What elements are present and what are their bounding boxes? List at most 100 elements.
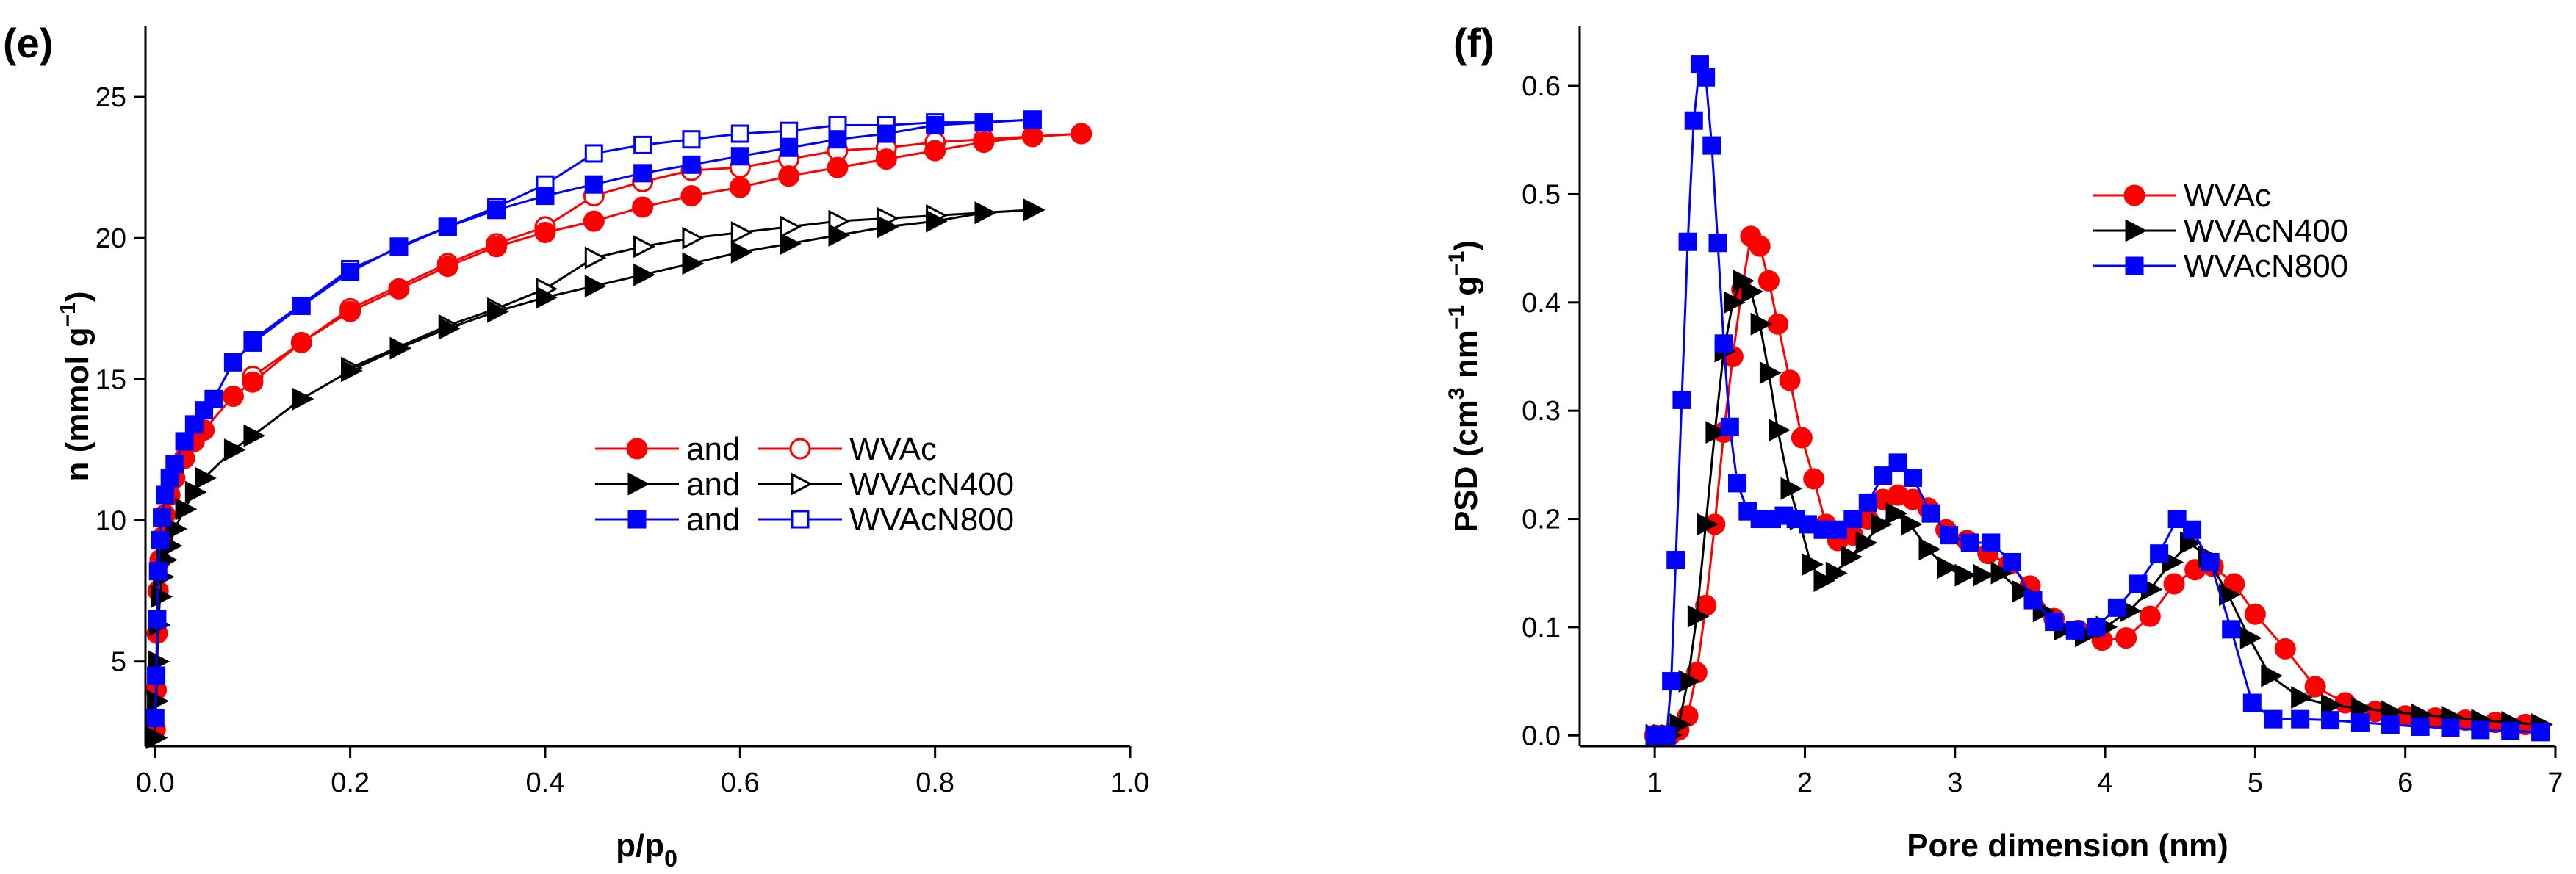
panel-f-x-tick-label: 4 — [2098, 768, 2113, 798]
panel-f-x-axis-title: Pore dimension (nm) — [1907, 828, 2228, 864]
psd-point-wvac — [2115, 627, 2137, 649]
psd-point-wvacn800 — [2150, 544, 2169, 563]
adsorption-point-wvac — [680, 185, 702, 207]
psd-point-wvacn800 — [2441, 718, 2460, 737]
psd-point-wvacn400 — [1705, 421, 1728, 444]
psd-point-wvacn800 — [1728, 474, 1747, 493]
legend-label-wvac: WVAc — [2184, 178, 2271, 214]
panel-e-y-tick-label: 5 — [111, 647, 126, 678]
adsorption-point-wvac — [388, 278, 410, 300]
psd-point-wvacn800 — [2183, 520, 2202, 539]
psd-point-wvacn400 — [1954, 563, 1977, 587]
psd-point-wvacn800 — [2350, 713, 2370, 732]
psd-point-wvacn400 — [2291, 686, 2313, 709]
psd-point-wvac — [2274, 638, 2296, 660]
psd-point-wvac — [1791, 427, 1813, 449]
psd-point-wvacn800 — [1672, 390, 1691, 409]
panel-e-y-tick-label: 25 — [96, 82, 126, 113]
psd-point-wvac — [2139, 605, 2161, 627]
adsorption-point-wvacn400 — [487, 300, 509, 323]
adsorption-point-wvacn400 — [828, 223, 851, 247]
psd-point-wvacn400 — [1741, 280, 1764, 303]
panel-e-x-axis-title: p/p0 — [616, 828, 677, 872]
adsorption-point-wvacn400 — [341, 359, 363, 383]
psd-point-wvac — [1749, 235, 1771, 257]
panel-e-series-group — [144, 110, 1093, 749]
adsorption-point-wvacn800 — [204, 389, 223, 408]
psd-point-wvacn800 — [2002, 552, 2021, 571]
adsorption-point-wvac — [827, 156, 849, 178]
legend-open-marker-wvac — [789, 438, 811, 460]
adsorption-point-wvacn800 — [148, 610, 167, 629]
panel-e-x-tick-label: 0.0 — [136, 768, 175, 798]
psd-point-wvacn800 — [1702, 136, 1721, 155]
psd-point-wvacn800 — [1684, 111, 1703, 130]
psd-point-wvacn800 — [1940, 526, 1959, 545]
psd-point-wvacn400 — [1769, 419, 1791, 442]
adsorption-point-wvacn800 — [438, 217, 457, 236]
psd-point-wvacn400 — [1780, 477, 1803, 500]
legend-open-marker-wvacn800 — [791, 510, 810, 529]
adsorption-point-wvacn400 — [730, 240, 753, 264]
panel-f-y-tick-label: 0.3 — [1522, 396, 1561, 427]
adsorption-point-wvacn800 — [147, 666, 166, 685]
desorption-point-wvacn400 — [828, 209, 851, 233]
psd-point-wvacn800 — [2531, 723, 2550, 742]
psd-point-wvacn800 — [2129, 574, 2148, 593]
psd-point-wvacn400 — [1885, 502, 1908, 525]
psd-point-wvacn800 — [2411, 717, 2430, 736]
adsorption-point-wvacn400 — [292, 387, 314, 411]
psd-point-wvac — [1779, 369, 1801, 391]
legend-joiner-wvac: and — [686, 431, 740, 467]
psd-point-wvacn400 — [1750, 312, 1773, 336]
psd-point-wvacn400 — [1918, 538, 1941, 561]
panel-f-y-tick-label: 0.4 — [1522, 288, 1561, 319]
adsorption-point-wvac — [875, 148, 897, 170]
legend-filled-marker-wvacn800 — [627, 510, 647, 529]
adsorption-point-wvacn800 — [292, 296, 311, 315]
adsorption-point-wvac — [242, 371, 264, 393]
panel-e-label: (e) — [3, 20, 53, 66]
adsorption-point-wvacn800 — [730, 147, 749, 166]
panel-f-y-tick-label: 0.1 — [1522, 613, 1561, 643]
panel-e-y-tick-label: 10 — [96, 506, 126, 537]
adsorption-point-wvacn800 — [165, 455, 184, 474]
desorption-point-wvacn400 — [633, 235, 655, 259]
panel-f-y-tick-label: 0.2 — [1522, 505, 1561, 535]
psd-point-wvacn800 — [1921, 504, 1940, 523]
adsorption-point-wvac — [778, 165, 800, 187]
psd-point-wvacn800 — [1904, 469, 1923, 488]
psd-point-wvacn800 — [2023, 591, 2043, 610]
psd-point-wvacn400 — [1990, 561, 2013, 585]
panel-e-isotherm-chart: (e) 0.0 0.2 0.4 0.6 0.8 1.0 5 10 15 20 25 n (mmol … — [3, 20, 1149, 872]
psd-point-wvacn400 — [1871, 513, 1893, 536]
adsorption-point-wvacn400 — [926, 209, 948, 233]
adsorption-point-wvacn400 — [682, 252, 705, 275]
psd-point-wvacn400 — [1697, 513, 1719, 536]
psd-point-wvacn400 — [2350, 696, 2373, 720]
legend-marker-wvac — [2123, 184, 2145, 206]
legend-label-wvac: WVAc — [849, 431, 937, 467]
adsorption-point-wvacn400 — [147, 690, 169, 712]
psd-point-wvac — [1803, 468, 1825, 490]
psd-point-wvacn400 — [1841, 545, 1863, 568]
psd-point-wvacn400 — [1855, 531, 1878, 555]
panel-e-x-tick-label: 0.4 — [526, 768, 565, 798]
adsorption-point-wvacn400 — [438, 317, 461, 340]
psd-point-wvacn800 — [1666, 551, 1685, 570]
panel-e-ticks: 0.0 0.2 0.4 0.6 0.8 1.0 5 10 15 20 25 — [96, 82, 1150, 798]
legend-joiner-wvacn800: and — [686, 502, 740, 538]
psd-point-wvacn400 — [2321, 693, 2343, 717]
panel-e-x-tick-label: 0.6 — [721, 768, 760, 798]
adsorption-point-wvac — [583, 210, 605, 232]
adsorption-point-wvacn400 — [584, 275, 607, 298]
psd-point-wvacn800 — [1888, 453, 1907, 472]
adsorption-point-wvac — [1071, 123, 1093, 145]
desorption-point-wvacn400 — [584, 246, 607, 270]
psd-point-wvacn800 — [2222, 620, 2241, 639]
adsorption-point-wvacn800 — [682, 155, 701, 174]
psd-point-wvacn800 — [1960, 533, 1979, 552]
desorption-point-wvacn800 — [730, 124, 749, 143]
panel-f-y-axis-title: PSD (cm3 nm−1 g−1) — [1444, 240, 1484, 532]
